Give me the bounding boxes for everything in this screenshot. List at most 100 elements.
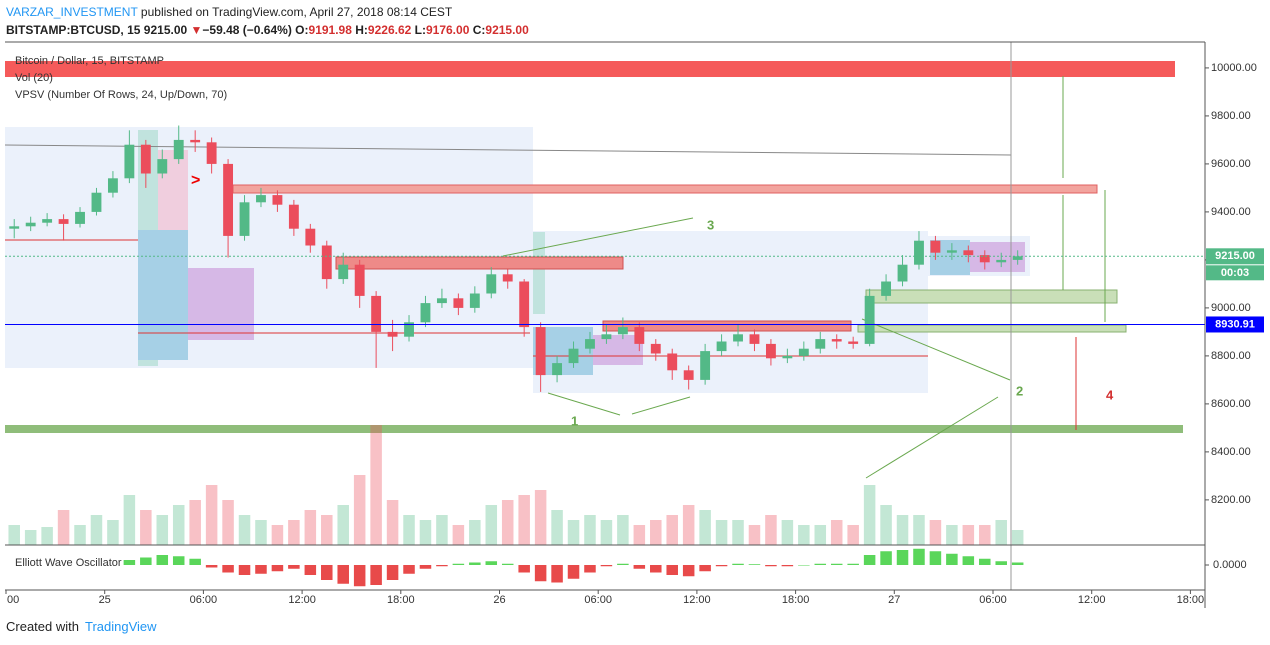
arrows — [502, 76, 1106, 479]
volume-bar — [863, 485, 876, 545]
osc-bar — [682, 565, 695, 577]
volume-bar — [929, 520, 942, 545]
osc-bar — [715, 565, 728, 567]
volume-bar — [781, 520, 794, 545]
annotation: 4 — [1106, 387, 1114, 402]
brand[interactable]: TradingView — [84, 619, 157, 634]
arrow — [502, 217, 694, 257]
vp-bars — [533, 232, 545, 314]
volume-bar — [600, 520, 613, 545]
volume-bar — [748, 525, 761, 545]
candle-body — [140, 144, 151, 174]
volume-bar — [880, 505, 892, 545]
annotation: 2 — [1016, 383, 1023, 398]
osc-bar — [205, 565, 218, 568]
volume-bar — [90, 515, 103, 545]
osc-bar — [321, 565, 333, 580]
vp-bars — [138, 230, 188, 360]
candle-body — [749, 334, 760, 344]
osc-bar — [880, 551, 892, 565]
osc-bar — [584, 565, 596, 573]
candle-body — [305, 228, 316, 246]
osc-bar — [896, 550, 909, 565]
osc-bar — [748, 564, 761, 565]
arrow — [861, 318, 1011, 381]
volume-bar — [156, 515, 169, 545]
osc-bar — [929, 551, 942, 565]
osc-bar — [633, 565, 646, 569]
candle-body — [124, 144, 135, 179]
volume-bar — [238, 515, 251, 545]
volume-bar — [419, 520, 432, 545]
volume-bar — [699, 510, 711, 545]
candle-body — [848, 341, 859, 344]
candle-body — [914, 240, 924, 265]
osc-bar — [337, 565, 349, 584]
candle-body — [568, 348, 579, 364]
author[interactable]: VARZAR_INVESTMENT — [6, 5, 138, 19]
x-tick-label: 12:00 — [288, 594, 316, 606]
osc-bar — [172, 556, 185, 565]
candle-body — [91, 192, 102, 212]
l-label: L: — [414, 23, 426, 37]
volume-bar — [337, 505, 349, 545]
volume-bar — [798, 525, 810, 545]
y-tick-label: 9000.00 — [1211, 302, 1251, 314]
arrow — [631, 396, 691, 415]
osc-bar — [979, 558, 991, 565]
x-tick-label: 18:00 — [782, 594, 810, 606]
osc-bar — [995, 561, 1007, 565]
volume-bar — [172, 505, 185, 545]
osc-bar — [238, 565, 251, 575]
resistance-zone — [5, 61, 1175, 77]
candle-body — [996, 259, 1007, 263]
osc-bar — [452, 563, 465, 565]
volume-bar — [74, 525, 86, 545]
osc-bar — [1011, 562, 1024, 565]
volume-bar — [189, 500, 201, 545]
y-tick-label: 9400.00 — [1211, 206, 1251, 218]
osc-bar — [189, 558, 201, 565]
volume-bar — [896, 515, 909, 545]
x-tick-label: 06:00 — [979, 594, 1007, 606]
volume-bar — [633, 525, 646, 545]
volume-bar — [732, 520, 744, 545]
resistance-zone — [602, 320, 852, 332]
candle-body — [469, 293, 480, 308]
arrow — [547, 392, 621, 416]
candle-body — [519, 281, 530, 328]
candle-body — [1012, 256, 1023, 260]
osc-bar — [140, 557, 152, 565]
price-tag-label: 9215.00 — [1215, 250, 1255, 262]
volume-bar — [666, 515, 678, 545]
candle-body — [700, 351, 711, 380]
osc-bar — [781, 565, 794, 567]
volume-bar — [24, 530, 37, 545]
candle-body — [338, 264, 349, 280]
candle-body — [930, 240, 941, 253]
candle-body — [667, 353, 678, 371]
candle-body — [190, 139, 201, 143]
candle-body — [239, 202, 250, 236]
osc-bar — [156, 555, 169, 565]
candle-body — [864, 295, 875, 344]
x-tick-label: 18:00 — [387, 594, 415, 606]
price-tag — [1206, 248, 1264, 265]
volume-bar — [946, 525, 958, 545]
volume-bar — [222, 500, 234, 545]
candle-body — [831, 339, 842, 342]
osc-bar — [798, 565, 810, 566]
volume-bar — [403, 515, 415, 545]
osc-bar — [534, 565, 547, 582]
candle-body — [765, 343, 776, 359]
y-tick-label: 8200.00 — [1211, 494, 1251, 506]
y-tick-label: 8400.00 — [1211, 446, 1251, 458]
header-line-2: BITSTAMP:BTCUSD, 15 9215.00 ▼−59.48 (−0.… — [6, 21, 529, 39]
x-tick-label: 18:00 — [1177, 594, 1205, 606]
candle-body — [552, 363, 563, 376]
h-label: H: — [355, 23, 368, 37]
candle-body — [716, 341, 727, 352]
candle-body — [223, 163, 234, 236]
x-tick-label: 00 — [7, 594, 19, 606]
volume-bar — [8, 525, 20, 545]
